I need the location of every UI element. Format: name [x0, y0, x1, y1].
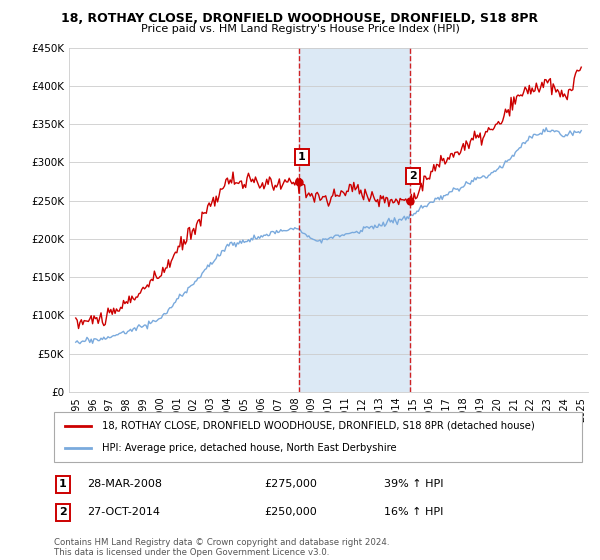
Text: £250,000: £250,000 — [264, 507, 317, 517]
Text: 28-MAR-2008: 28-MAR-2008 — [87, 479, 162, 489]
Text: 27-OCT-2014: 27-OCT-2014 — [87, 507, 160, 517]
Text: 18, ROTHAY CLOSE, DRONFIELD WOODHOUSE, DRONFIELD, S18 8PR: 18, ROTHAY CLOSE, DRONFIELD WOODHOUSE, D… — [61, 12, 539, 25]
Text: 2: 2 — [59, 507, 67, 517]
Text: 16% ↑ HPI: 16% ↑ HPI — [384, 507, 443, 517]
Bar — [299, 48, 410, 392]
Text: HPI: Average price, detached house, North East Derbyshire: HPI: Average price, detached house, Nort… — [101, 443, 396, 453]
Text: Contains HM Land Registry data © Crown copyright and database right 2024.
This d: Contains HM Land Registry data © Crown c… — [54, 538, 389, 557]
Text: 1: 1 — [298, 152, 306, 162]
Text: £275,000: £275,000 — [264, 479, 317, 489]
Text: 39% ↑ HPI: 39% ↑ HPI — [384, 479, 443, 489]
Text: 1: 1 — [59, 479, 67, 489]
FancyBboxPatch shape — [54, 412, 582, 462]
Text: 2: 2 — [409, 171, 417, 181]
Text: Price paid vs. HM Land Registry's House Price Index (HPI): Price paid vs. HM Land Registry's House … — [140, 24, 460, 34]
Text: 18, ROTHAY CLOSE, DRONFIELD WOODHOUSE, DRONFIELD, S18 8PR (detached house): 18, ROTHAY CLOSE, DRONFIELD WOODHOUSE, D… — [101, 421, 534, 431]
